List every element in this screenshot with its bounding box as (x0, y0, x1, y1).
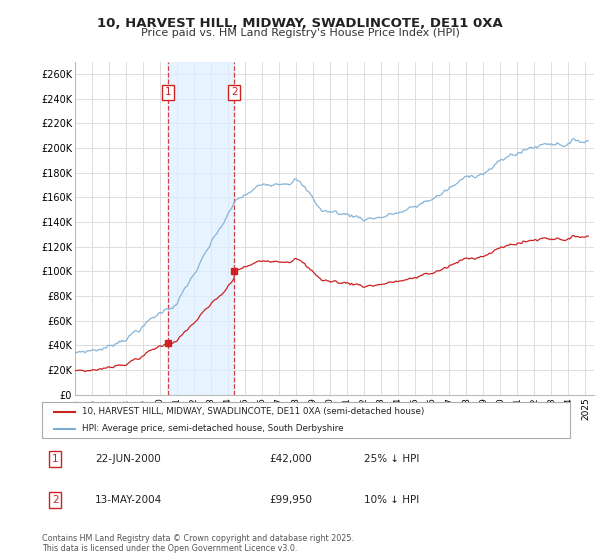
Text: 1: 1 (52, 454, 59, 464)
Text: £99,950: £99,950 (269, 496, 312, 505)
Text: 2: 2 (52, 496, 59, 505)
Text: 10% ↓ HPI: 10% ↓ HPI (364, 496, 419, 505)
Text: 22-JUN-2000: 22-JUN-2000 (95, 454, 161, 464)
Text: £42,000: £42,000 (269, 454, 312, 464)
Text: Contains HM Land Registry data © Crown copyright and database right 2025.
This d: Contains HM Land Registry data © Crown c… (42, 534, 354, 553)
Text: 10, HARVEST HILL, MIDWAY, SWADLINCOTE, DE11 0XA: 10, HARVEST HILL, MIDWAY, SWADLINCOTE, D… (97, 17, 503, 30)
Text: 10, HARVEST HILL, MIDWAY, SWADLINCOTE, DE11 0XA (semi-detached house): 10, HARVEST HILL, MIDWAY, SWADLINCOTE, D… (82, 407, 424, 416)
Text: 25% ↓ HPI: 25% ↓ HPI (364, 454, 419, 464)
Text: 13-MAY-2004: 13-MAY-2004 (95, 496, 162, 505)
Bar (168, 62, 234, 395)
Text: 1: 1 (165, 87, 172, 97)
Text: Price paid vs. HM Land Registry's House Price Index (HPI): Price paid vs. HM Land Registry's House … (140, 28, 460, 38)
Text: HPI: Average price, semi-detached house, South Derbyshire: HPI: Average price, semi-detached house,… (82, 424, 343, 433)
Text: 2: 2 (231, 87, 238, 97)
